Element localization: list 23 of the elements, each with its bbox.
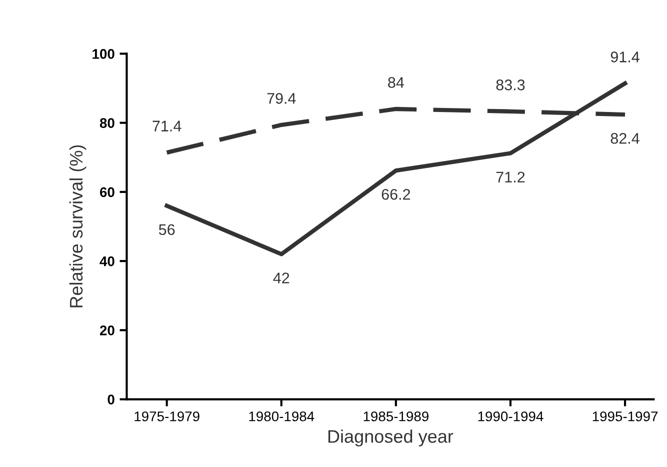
y-tick-label: 40 xyxy=(100,256,114,266)
y-tick-label: 100 xyxy=(92,49,114,59)
x-axis-title: Diagnosed year xyxy=(328,430,454,446)
x-tick-label: 1990-1994 xyxy=(478,411,544,422)
data-label: 66.2 xyxy=(382,188,410,200)
data-label: 83.3 xyxy=(496,80,525,90)
data-label: 42 xyxy=(273,272,290,284)
data-label: 91.4 xyxy=(610,52,640,62)
data-label: 71.4 xyxy=(152,120,182,132)
data-label: 56 xyxy=(158,224,175,236)
data-label: 82.4 xyxy=(610,132,640,144)
y-tick-label: 20 xyxy=(100,326,114,336)
y-tick-label: 80 xyxy=(100,118,114,128)
x-tick-label: 1980-1984 xyxy=(249,411,314,422)
x-tick-label: 1985-1989 xyxy=(364,411,428,422)
data-label: 84 xyxy=(388,77,404,88)
y-tick-label: 60 xyxy=(100,187,114,198)
y-axis-title: Relative survival (%) xyxy=(69,145,86,308)
y-tick-label: 0 xyxy=(108,394,114,404)
x-tick-label: 1975-1979 xyxy=(134,411,200,422)
data-label: 79.4 xyxy=(267,93,296,104)
data-label: 71.2 xyxy=(496,172,525,182)
x-tick-label: 1995-1997 xyxy=(592,411,658,422)
